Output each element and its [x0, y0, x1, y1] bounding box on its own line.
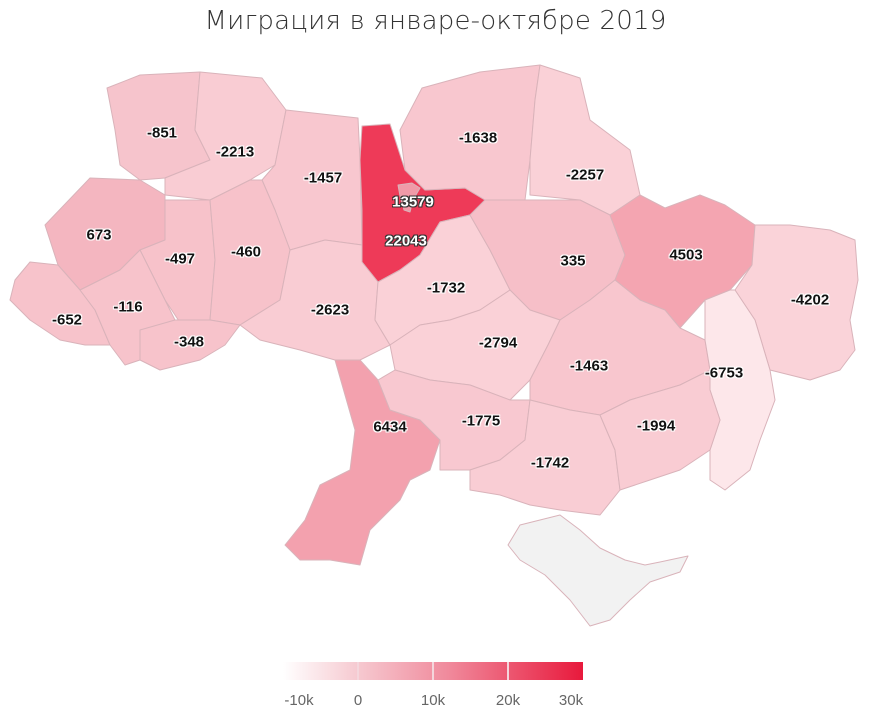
legend-tick	[357, 662, 359, 680]
label-dnipropetrovsk: -1463	[569, 357, 609, 375]
label-kyiv-city: 13579	[392, 193, 434, 211]
label-khmelnytskyi: -460	[230, 243, 262, 261]
label-poltava: 335	[560, 252, 586, 270]
region-chernivtsi[interactable]	[139, 319, 241, 371]
region-kyiv-city[interactable]	[397, 182, 421, 213]
color-scale-legend	[283, 662, 583, 680]
label-kirovohrad: -2794	[478, 334, 518, 352]
label-zhytomyr: -1457	[303, 169, 343, 187]
region-zaporizhzhia[interactable]	[599, 369, 721, 491]
label-chernivtsi: -348	[173, 333, 205, 351]
label-luhansk: -4202	[790, 291, 830, 309]
label-sumy: -2257	[565, 166, 605, 184]
label-kherson: -1742	[530, 454, 570, 472]
label-vinnytsia: -2623	[310, 301, 350, 319]
legend-label-10k: 10k	[420, 692, 446, 709]
label-lviv: 673	[86, 226, 112, 244]
label-zakarpattia: -652	[51, 311, 83, 329]
legend-tick	[432, 662, 434, 680]
label-kharkiv: 4503	[669, 246, 703, 264]
legend-label-20k: 20k	[495, 692, 521, 709]
label-ivano-frankivsk: -116	[113, 298, 143, 316]
label-ternopil: -497	[164, 250, 196, 268]
label-cherkasy: -1732	[426, 279, 466, 297]
legend-label-min: -10k	[284, 692, 314, 709]
label-rivne: -2213	[215, 143, 255, 161]
region-vinnytsia[interactable]	[239, 239, 391, 361]
label-zaporizhzhia: -1994	[636, 417, 676, 435]
label-donetsk: -6753	[704, 364, 744, 382]
region-sumy[interactable]	[529, 64, 641, 216]
label-odesa: 6434	[373, 418, 407, 436]
legend-label-zero: 0	[353, 692, 363, 709]
legend-label-max: 30k	[558, 692, 584, 709]
region-crimea[interactable]	[507, 514, 689, 627]
legend-tick	[507, 662, 509, 680]
label-kyiv-oblast: 22043	[385, 232, 427, 250]
chart-title: Миграция в январе-октябре 2019	[204, 6, 667, 36]
region-zakarpattia[interactable]	[9, 261, 111, 346]
label-chernihiv: -1638	[458, 129, 498, 147]
label-mykolaiv: -1775	[461, 412, 501, 430]
label-volyn: -851	[146, 124, 178, 142]
